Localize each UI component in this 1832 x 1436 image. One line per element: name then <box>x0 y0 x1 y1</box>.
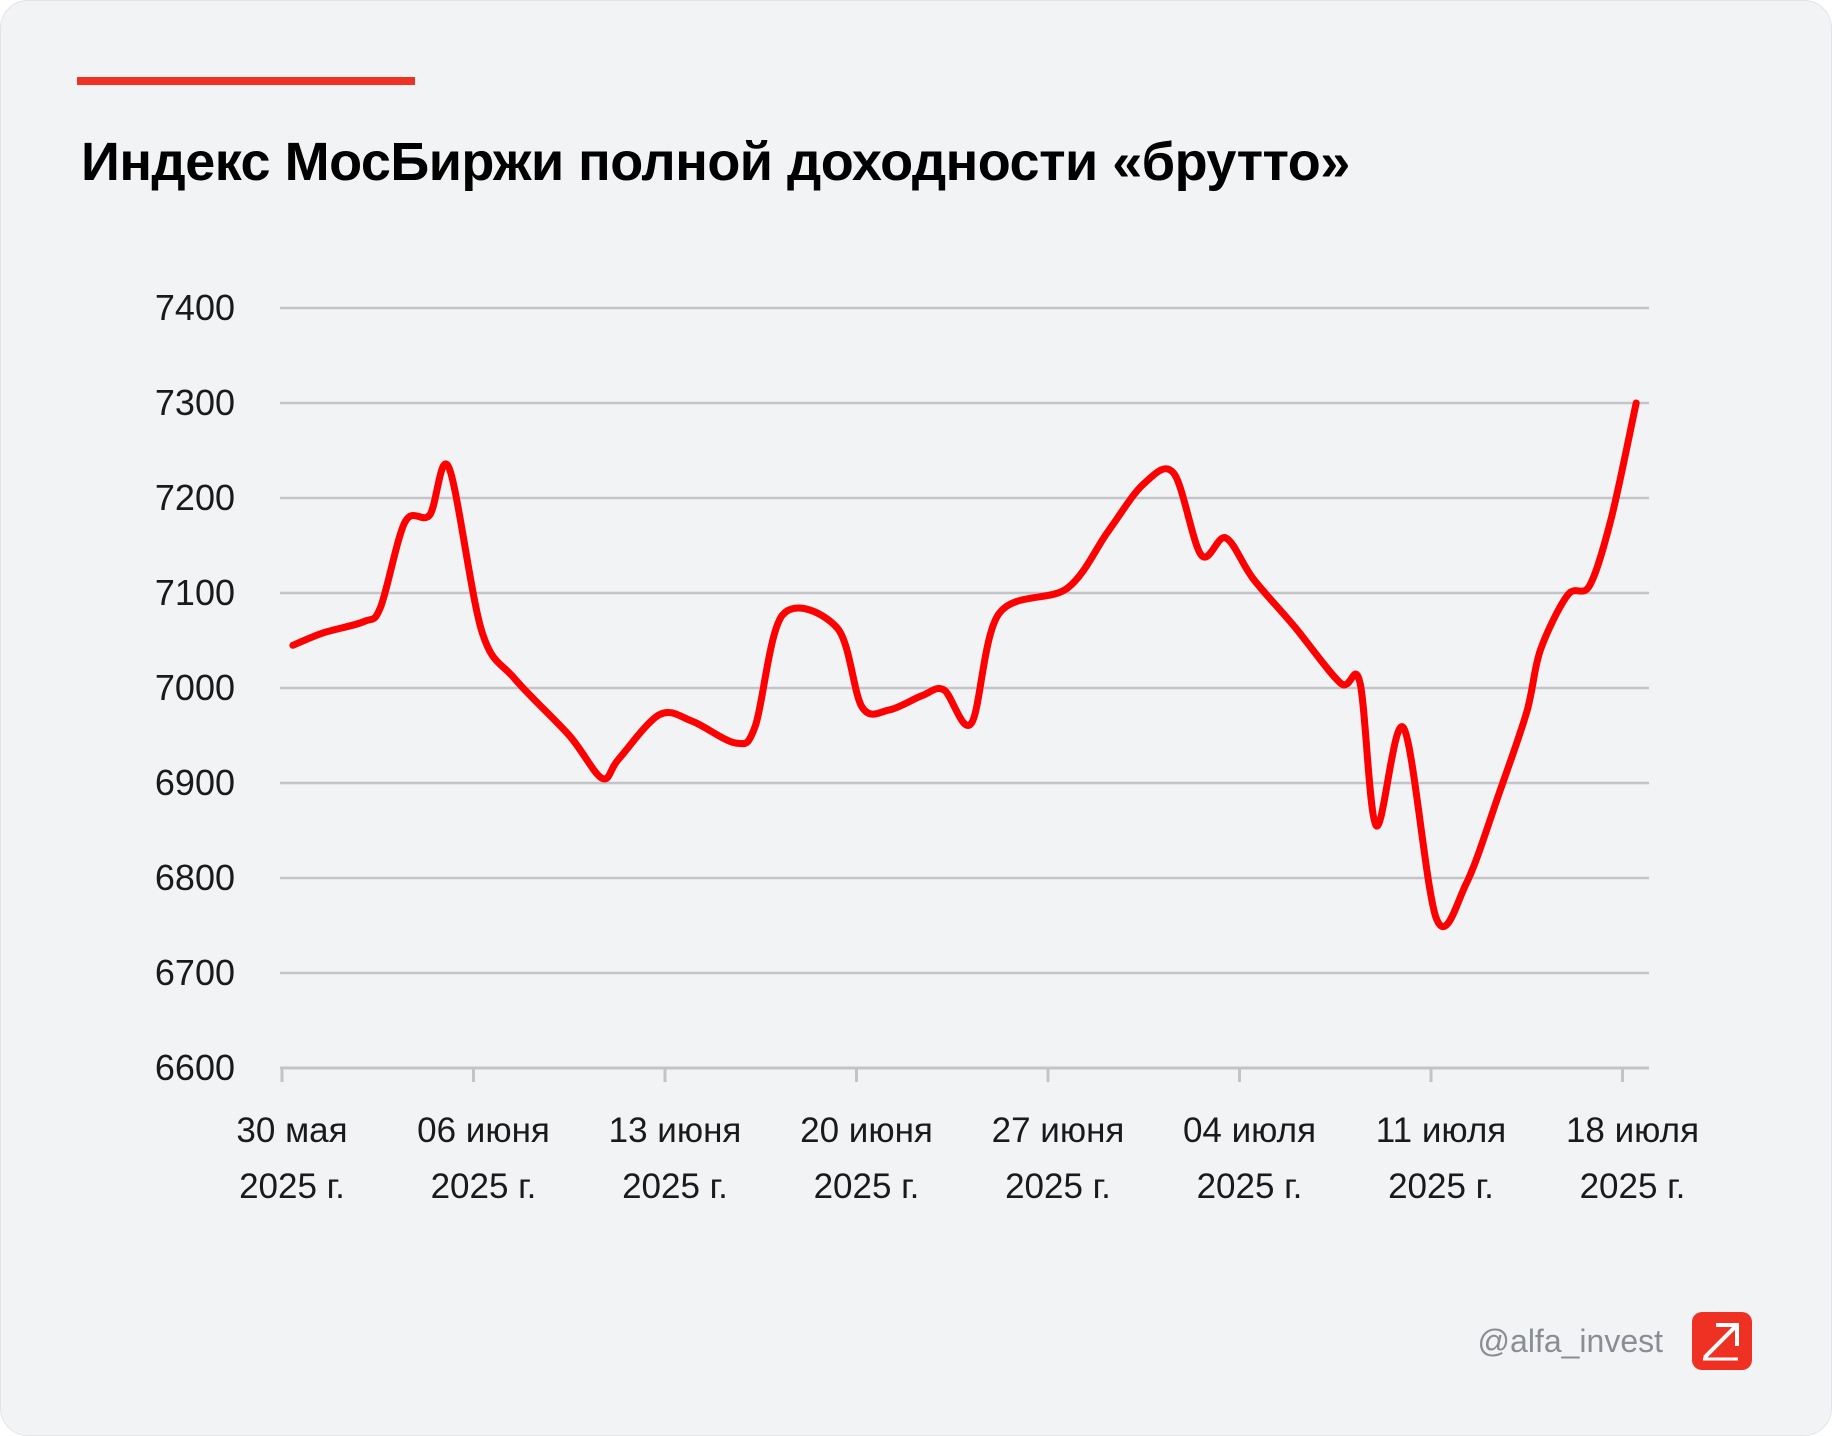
x-tick-label: 27 июня <box>992 1111 1125 1150</box>
x-tick-label-year: 2025 г. <box>431 1167 537 1206</box>
x-tick-label-year: 2025 г. <box>1005 1167 1111 1206</box>
x-tick-label-year: 2025 г. <box>814 1167 920 1206</box>
accent-bar <box>77 77 415 85</box>
x-axis: 30 мая 2025 г. 06 июня 2025 г. 13 июня 2025 г… <box>236 1066 1699 1206</box>
x-tick-label-year: 2025 г. <box>1580 1167 1686 1206</box>
x-tick-label: 06 июня <box>417 1111 550 1150</box>
y-tick-label: 6600 <box>155 1047 235 1088</box>
y-tick-label: 7000 <box>155 667 235 708</box>
x-tick-label: 18 июля <box>1566 1111 1699 1150</box>
x-tick-label-year: 2025 г. <box>1388 1167 1494 1206</box>
series-line <box>289 399 1640 931</box>
x-tick-label-year: 2025 г. <box>1197 1167 1303 1206</box>
x-tick-label: 20 июня <box>800 1111 933 1150</box>
series-group <box>289 399 1640 931</box>
y-axis: 6600 6700 6800 6900 7000 7100 7200 7300 7400 <box>155 287 235 1088</box>
alfa-logo-arrow-icon <box>1692 1312 1752 1370</box>
x-tick-label-year: 2025 г. <box>239 1167 345 1206</box>
x-tick-label: 04 июля <box>1183 1111 1316 1150</box>
x-tick-label: 11 июля <box>1376 1111 1506 1150</box>
y-tick-label: 7300 <box>155 382 235 423</box>
y-tick-label: 7200 <box>155 477 235 518</box>
y-tick-label: 7100 <box>155 572 235 613</box>
y-tick-label: 6700 <box>155 952 235 993</box>
chart-title: Индекс МосБиржи полной доходности «брутт… <box>81 132 1350 192</box>
x-tick-label: 13 июня <box>609 1111 742 1150</box>
y-tick-label: 7400 <box>155 287 235 328</box>
gridlines <box>280 306 1649 975</box>
x-tick-label-year: 2025 г. <box>622 1167 728 1206</box>
footer-handle: @alfa_invest <box>1477 1323 1663 1359</box>
y-tick-label: 6900 <box>155 762 235 803</box>
y-tick-label: 6800 <box>155 857 235 898</box>
x-tick-label: 30 мая <box>236 1111 347 1150</box>
